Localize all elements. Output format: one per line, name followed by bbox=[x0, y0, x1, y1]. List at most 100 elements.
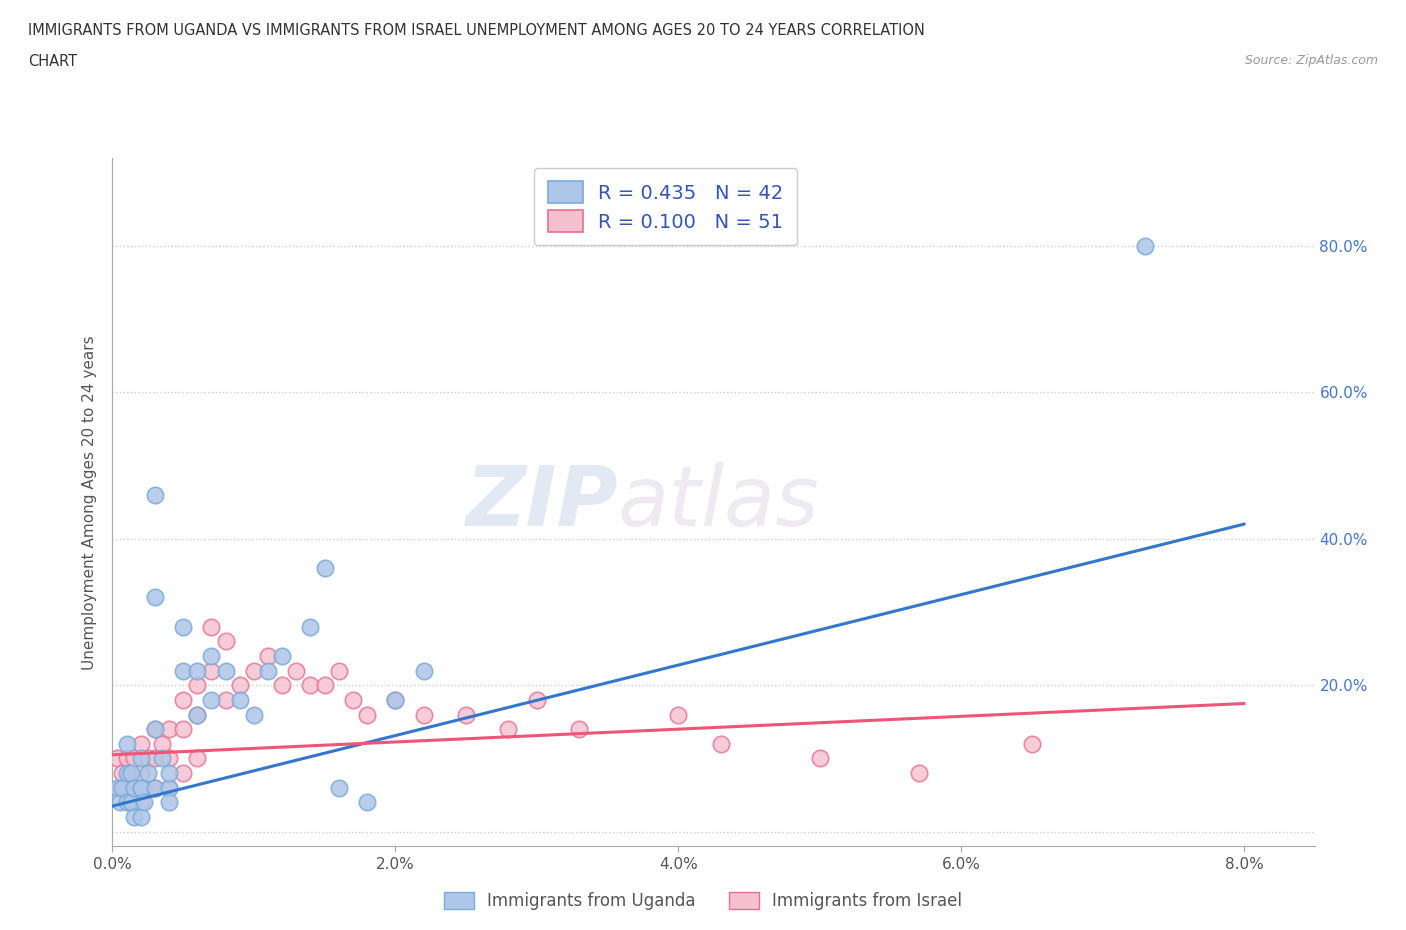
Point bbox=[186, 751, 208, 766]
Point bbox=[157, 751, 180, 766]
Point bbox=[111, 780, 134, 795]
Point bbox=[111, 765, 134, 780]
Point bbox=[257, 648, 280, 663]
Text: atlas: atlas bbox=[617, 461, 820, 543]
Point bbox=[214, 634, 236, 649]
Point bbox=[150, 737, 173, 751]
Point bbox=[129, 780, 152, 795]
Point bbox=[384, 693, 406, 708]
Point bbox=[129, 810, 152, 825]
Point bbox=[115, 737, 138, 751]
Point bbox=[200, 693, 222, 708]
Point bbox=[143, 751, 166, 766]
Point bbox=[143, 722, 166, 737]
Point bbox=[129, 751, 152, 766]
Y-axis label: Unemployment Among Ages 20 to 24 years: Unemployment Among Ages 20 to 24 years bbox=[82, 335, 97, 670]
Point bbox=[129, 780, 152, 795]
Point bbox=[115, 780, 138, 795]
Point bbox=[108, 795, 131, 810]
Point bbox=[271, 648, 294, 663]
Point bbox=[1133, 238, 1156, 253]
Point bbox=[710, 737, 733, 751]
Point bbox=[342, 693, 364, 708]
Point bbox=[118, 765, 141, 780]
Point bbox=[666, 707, 689, 722]
Point bbox=[412, 663, 434, 678]
Point bbox=[186, 678, 208, 693]
Point bbox=[172, 765, 194, 780]
Point bbox=[186, 707, 208, 722]
Point bbox=[120, 795, 142, 810]
Point bbox=[285, 663, 308, 678]
Text: IMMIGRANTS FROM UGANDA VS IMMIGRANTS FROM ISRAEL UNEMPLOYMENT AMONG AGES 20 TO 2: IMMIGRANTS FROM UGANDA VS IMMIGRANTS FRO… bbox=[28, 23, 925, 38]
Point bbox=[129, 737, 152, 751]
Point bbox=[108, 780, 131, 795]
Point bbox=[200, 648, 222, 663]
Point bbox=[243, 707, 266, 722]
Point bbox=[132, 780, 155, 795]
Point bbox=[498, 722, 520, 737]
Text: CHART: CHART bbox=[28, 54, 77, 69]
Point bbox=[356, 795, 378, 810]
Point bbox=[122, 780, 145, 795]
Point bbox=[150, 751, 173, 766]
Point bbox=[172, 722, 194, 737]
Point bbox=[356, 707, 378, 722]
Point bbox=[186, 663, 208, 678]
Point bbox=[186, 707, 208, 722]
Point bbox=[136, 751, 159, 766]
Point bbox=[412, 707, 434, 722]
Point bbox=[328, 780, 350, 795]
Point bbox=[214, 693, 236, 708]
Point bbox=[299, 678, 322, 693]
Point bbox=[122, 810, 145, 825]
Point bbox=[1021, 737, 1043, 751]
Legend: R = 0.435   N = 42, R = 0.100   N = 51: R = 0.435 N = 42, R = 0.100 N = 51 bbox=[534, 167, 797, 246]
Point bbox=[526, 693, 548, 708]
Point bbox=[257, 663, 280, 678]
Point bbox=[157, 795, 180, 810]
Point bbox=[115, 795, 138, 810]
Point bbox=[808, 751, 831, 766]
Point bbox=[568, 722, 591, 737]
Point bbox=[115, 765, 138, 780]
Point bbox=[172, 663, 194, 678]
Point bbox=[143, 487, 166, 502]
Point bbox=[105, 780, 128, 795]
Point bbox=[314, 678, 336, 693]
Point bbox=[907, 765, 929, 780]
Point bbox=[143, 590, 166, 604]
Point bbox=[132, 795, 155, 810]
Point bbox=[314, 561, 336, 576]
Text: ZIP: ZIP bbox=[465, 461, 617, 543]
Point bbox=[143, 780, 166, 795]
Point bbox=[172, 693, 194, 708]
Point bbox=[122, 751, 145, 766]
Legend: Immigrants from Uganda, Immigrants from Israel: Immigrants from Uganda, Immigrants from … bbox=[437, 885, 969, 917]
Point bbox=[157, 780, 180, 795]
Point bbox=[214, 663, 236, 678]
Point bbox=[243, 663, 266, 678]
Point bbox=[200, 663, 222, 678]
Point bbox=[120, 765, 142, 780]
Point bbox=[157, 765, 180, 780]
Point bbox=[143, 780, 166, 795]
Point bbox=[384, 693, 406, 708]
Point bbox=[115, 751, 138, 766]
Point bbox=[328, 663, 350, 678]
Point bbox=[143, 722, 166, 737]
Point bbox=[299, 619, 322, 634]
Point bbox=[157, 722, 180, 737]
Point bbox=[120, 795, 142, 810]
Point bbox=[172, 619, 194, 634]
Point bbox=[200, 619, 222, 634]
Point bbox=[454, 707, 477, 722]
Point bbox=[136, 765, 159, 780]
Point bbox=[129, 795, 152, 810]
Point bbox=[229, 678, 252, 693]
Point bbox=[157, 780, 180, 795]
Point bbox=[229, 693, 252, 708]
Text: Source: ZipAtlas.com: Source: ZipAtlas.com bbox=[1244, 54, 1378, 67]
Point bbox=[271, 678, 294, 693]
Point bbox=[105, 751, 128, 766]
